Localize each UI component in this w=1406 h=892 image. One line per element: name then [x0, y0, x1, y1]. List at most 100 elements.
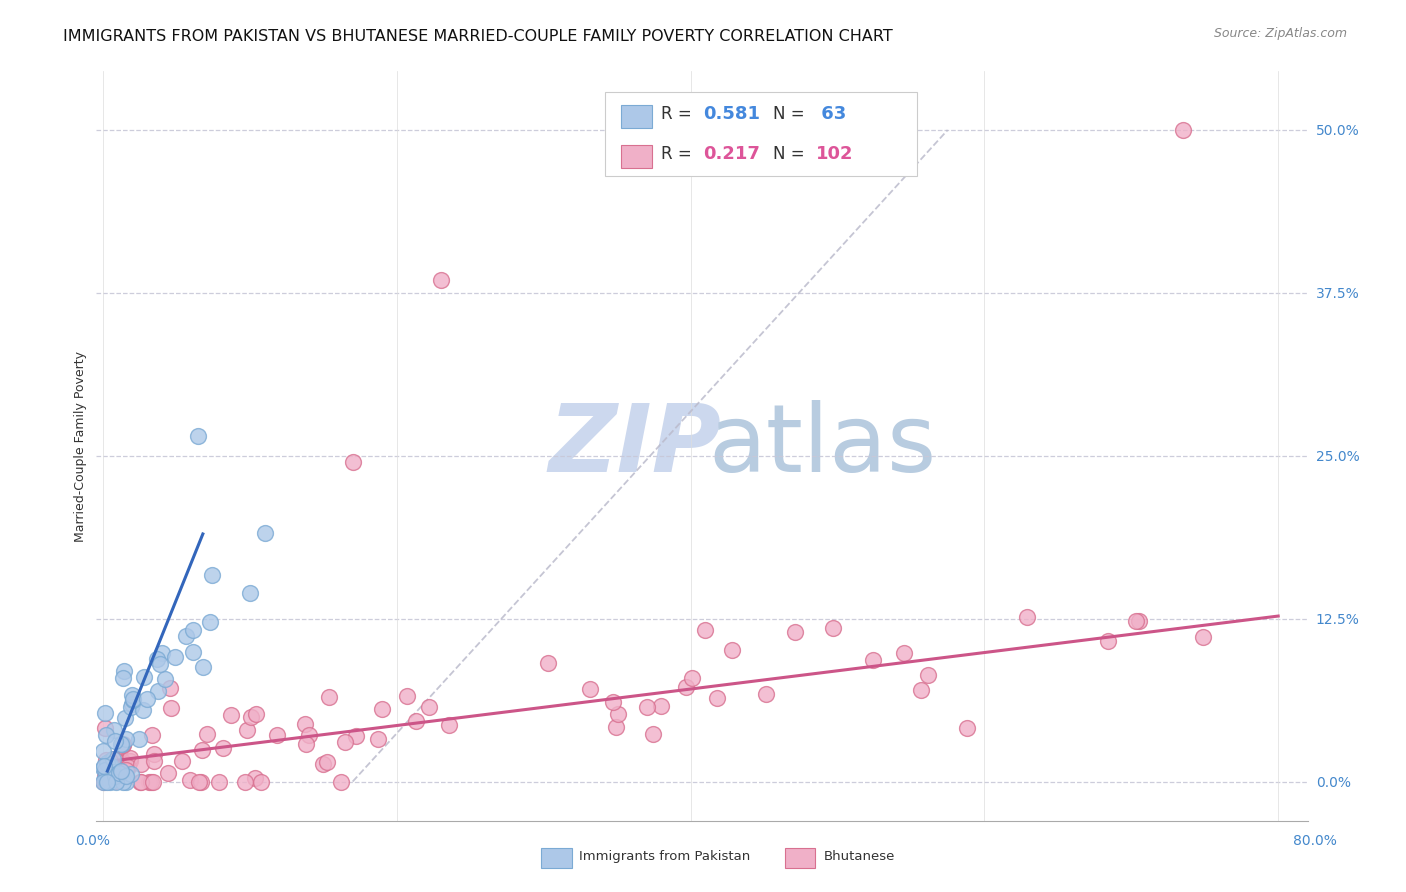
Point: [115, 769, 138, 783]
Point: [104, 753, 127, 767]
Point: [330, 774, 353, 789]
Text: 0.581: 0.581: [703, 104, 761, 123]
Point: [706, 691, 728, 706]
Point: [298, 728, 321, 742]
Point: [1017, 610, 1039, 624]
Point: [179, 772, 201, 787]
Point: [101, 752, 124, 766]
Point: [405, 714, 427, 728]
Point: [93, 744, 115, 758]
Point: [122, 691, 145, 706]
Point: [190, 774, 212, 789]
Point: [129, 774, 152, 789]
Point: [105, 763, 128, 777]
Point: [110, 761, 132, 775]
Point: [98, 757, 121, 772]
Point: [98, 757, 121, 772]
Point: [418, 699, 440, 714]
Point: [1125, 614, 1147, 628]
Point: [181, 623, 204, 637]
Point: [111, 756, 134, 770]
Point: [107, 762, 129, 776]
Point: [112, 739, 135, 753]
Point: [94, 753, 117, 767]
Point: [439, 718, 461, 732]
Point: [96, 756, 118, 770]
Point: [578, 682, 600, 697]
Point: [96, 764, 118, 779]
Point: [110, 764, 132, 779]
Point: [115, 763, 138, 777]
Point: [100, 763, 122, 777]
Point: [245, 706, 267, 721]
Point: [181, 645, 204, 659]
Point: [100, 766, 122, 780]
Point: [108, 752, 131, 766]
Point: [253, 525, 276, 540]
Point: [103, 723, 125, 737]
Point: [430, 273, 453, 287]
Point: [96, 774, 118, 789]
Point: [219, 708, 242, 723]
Point: [112, 664, 135, 678]
Point: [115, 774, 138, 789]
Point: [201, 568, 224, 582]
Point: [370, 702, 392, 716]
Point: [249, 774, 271, 789]
Point: [101, 773, 124, 788]
Point: [112, 737, 135, 751]
Point: [537, 656, 560, 670]
Point: [239, 585, 262, 599]
Point: [104, 756, 127, 771]
Point: [893, 646, 915, 660]
Point: [243, 771, 266, 785]
Point: [96, 756, 118, 771]
Point: [1171, 123, 1194, 137]
Point: [108, 766, 131, 780]
Point: [141, 728, 163, 742]
Point: [115, 757, 138, 772]
Point: [146, 684, 169, 698]
Point: [96, 763, 118, 777]
Point: [120, 700, 142, 714]
Text: 102: 102: [815, 145, 853, 163]
Point: [335, 734, 357, 748]
Point: [155, 672, 177, 686]
Point: [94, 771, 117, 785]
Point: [131, 774, 153, 789]
Point: [240, 710, 263, 724]
Point: [101, 765, 124, 780]
Point: [110, 738, 132, 752]
Point: [131, 756, 153, 771]
Point: [163, 649, 186, 664]
Point: [159, 681, 181, 696]
Point: [236, 723, 259, 738]
Point: [111, 737, 134, 751]
Point: [111, 671, 134, 685]
Y-axis label: Married-Couple Family Poverty: Married-Couple Family Poverty: [75, 351, 87, 541]
Point: [602, 696, 624, 710]
Point: [97, 757, 120, 772]
Point: [783, 625, 806, 640]
Point: [122, 693, 145, 707]
Point: [956, 722, 979, 736]
Point: [143, 747, 166, 761]
Point: [170, 754, 193, 768]
Point: [342, 455, 364, 469]
Point: [94, 763, 117, 777]
Text: R =: R =: [661, 145, 697, 163]
Point: [105, 769, 128, 783]
Point: [198, 615, 221, 630]
Point: [190, 742, 212, 756]
Text: IMMIGRANTS FROM PAKISTAN VS BHUTANESE MARRIED-COUPLE FAMILY POVERTY CORRELATION : IMMIGRANTS FROM PAKISTAN VS BHUTANESE MA…: [63, 29, 893, 45]
Point: [100, 765, 122, 780]
Point: [191, 660, 214, 674]
Point: [650, 698, 672, 713]
Text: 0.0%: 0.0%: [76, 834, 110, 848]
Point: [233, 774, 256, 789]
Point: [755, 687, 778, 701]
Point: [110, 756, 132, 771]
Point: [188, 774, 211, 789]
Point: [121, 689, 143, 703]
Text: 80.0%: 80.0%: [1292, 834, 1337, 848]
